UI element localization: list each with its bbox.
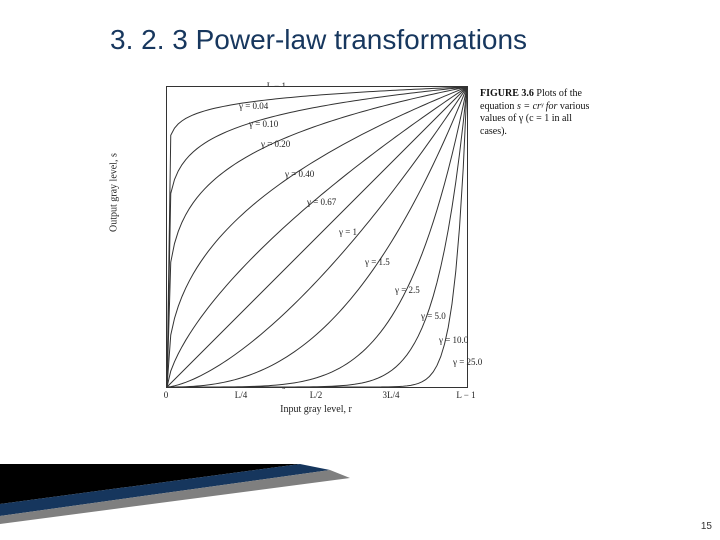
gamma-curve (167, 87, 467, 387)
decoration-stripe (0, 464, 330, 516)
gamma-label: γ = 10.0 (439, 335, 468, 345)
gamma-label: γ = 2.5 (395, 285, 420, 295)
x-tick: L/4 (221, 390, 261, 400)
gamma-label: γ = 0.67 (307, 197, 336, 207)
gamma-label: γ = 0.20 (261, 139, 290, 149)
gamma-label: γ = 0.40 (285, 169, 314, 179)
chart-plot-area: γ = 0.04 γ = 0.10 γ = 0.20 γ = 0.40 γ = 0.67… (166, 86, 468, 388)
gamma-label: γ = 0.10 (249, 119, 278, 129)
caption-label: FIGURE 3.6 (480, 88, 534, 99)
gamma-label: γ = 0.04 (239, 101, 268, 111)
gamma-label: γ = 1.5 (365, 257, 390, 267)
power-law-chart (167, 87, 467, 387)
gamma-label: γ = 1 (339, 227, 357, 237)
figure-caption: FIGURE 3.6 Plots of the equation s = crᵞ… (480, 88, 590, 138)
page-number: 15 (701, 521, 712, 532)
y-axis-label: Output gray level, s (109, 153, 120, 232)
decoration-stripe (0, 464, 300, 504)
caption-equation: s = crᵞ for (517, 101, 557, 112)
decoration-stripe (0, 470, 350, 524)
figure: Output gray level, s L − 1 3L/4 L/2 L/4 … (120, 82, 590, 462)
gamma-label: γ = 5.0 (421, 311, 446, 321)
x-tick: 3L/4 (371, 390, 411, 400)
gamma-label: γ = 25.0 (453, 357, 482, 367)
slide-decoration (0, 464, 720, 524)
x-tick: L/2 (296, 390, 336, 400)
slide-title: 3. 2. 3 Power-law transformations (110, 24, 527, 56)
x-tick: 0 (146, 390, 186, 400)
x-axis-label: Input gray level, r (166, 404, 466, 415)
x-tick: L − 1 (446, 390, 486, 400)
